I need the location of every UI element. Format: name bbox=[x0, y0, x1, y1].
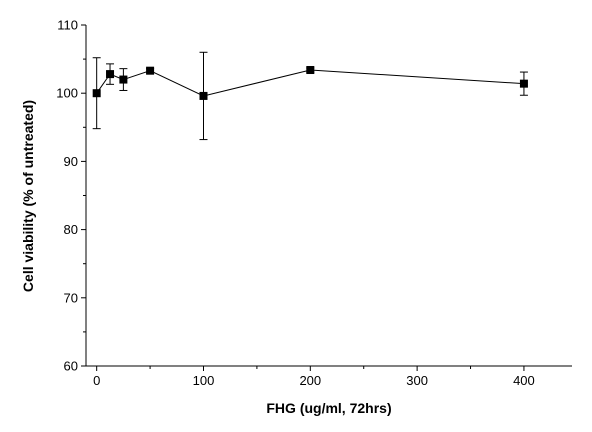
y-axis-title: Cell viability (% of untreated) bbox=[20, 100, 36, 292]
y-axis-ticks: 60 70 80 90 100 110 bbox=[56, 18, 86, 374]
x-tick-label: 100 bbox=[193, 373, 215, 388]
x-tick-label: 0 bbox=[93, 373, 100, 388]
data-point-marker bbox=[106, 70, 115, 79]
data-point-marker bbox=[519, 79, 528, 88]
data-point-marker bbox=[199, 91, 208, 100]
y-tick-label: 110 bbox=[57, 18, 78, 33]
y-tick-label: 90 bbox=[64, 154, 78, 169]
data-point-marker bbox=[146, 66, 155, 75]
data-point-marker bbox=[119, 75, 128, 84]
y-tick-label: 70 bbox=[64, 290, 78, 305]
data-point-marker bbox=[306, 66, 315, 75]
x-tick-label: 200 bbox=[299, 373, 321, 388]
x-tick-label: 400 bbox=[513, 373, 535, 388]
x-axis-ticks: 0 100 200 300 400 bbox=[93, 366, 535, 388]
series-plot bbox=[92, 51, 528, 141]
y-tick-label: 60 bbox=[64, 359, 78, 374]
axes bbox=[85, 25, 572, 367]
y-tick-label: 100 bbox=[56, 86, 78, 101]
y-tick-label: 80 bbox=[64, 222, 78, 237]
x-tick-label: 300 bbox=[406, 373, 428, 388]
x-axis-title: FHG (ug/ml, 72hrs) bbox=[266, 400, 391, 416]
data-point-marker bbox=[92, 89, 101, 98]
